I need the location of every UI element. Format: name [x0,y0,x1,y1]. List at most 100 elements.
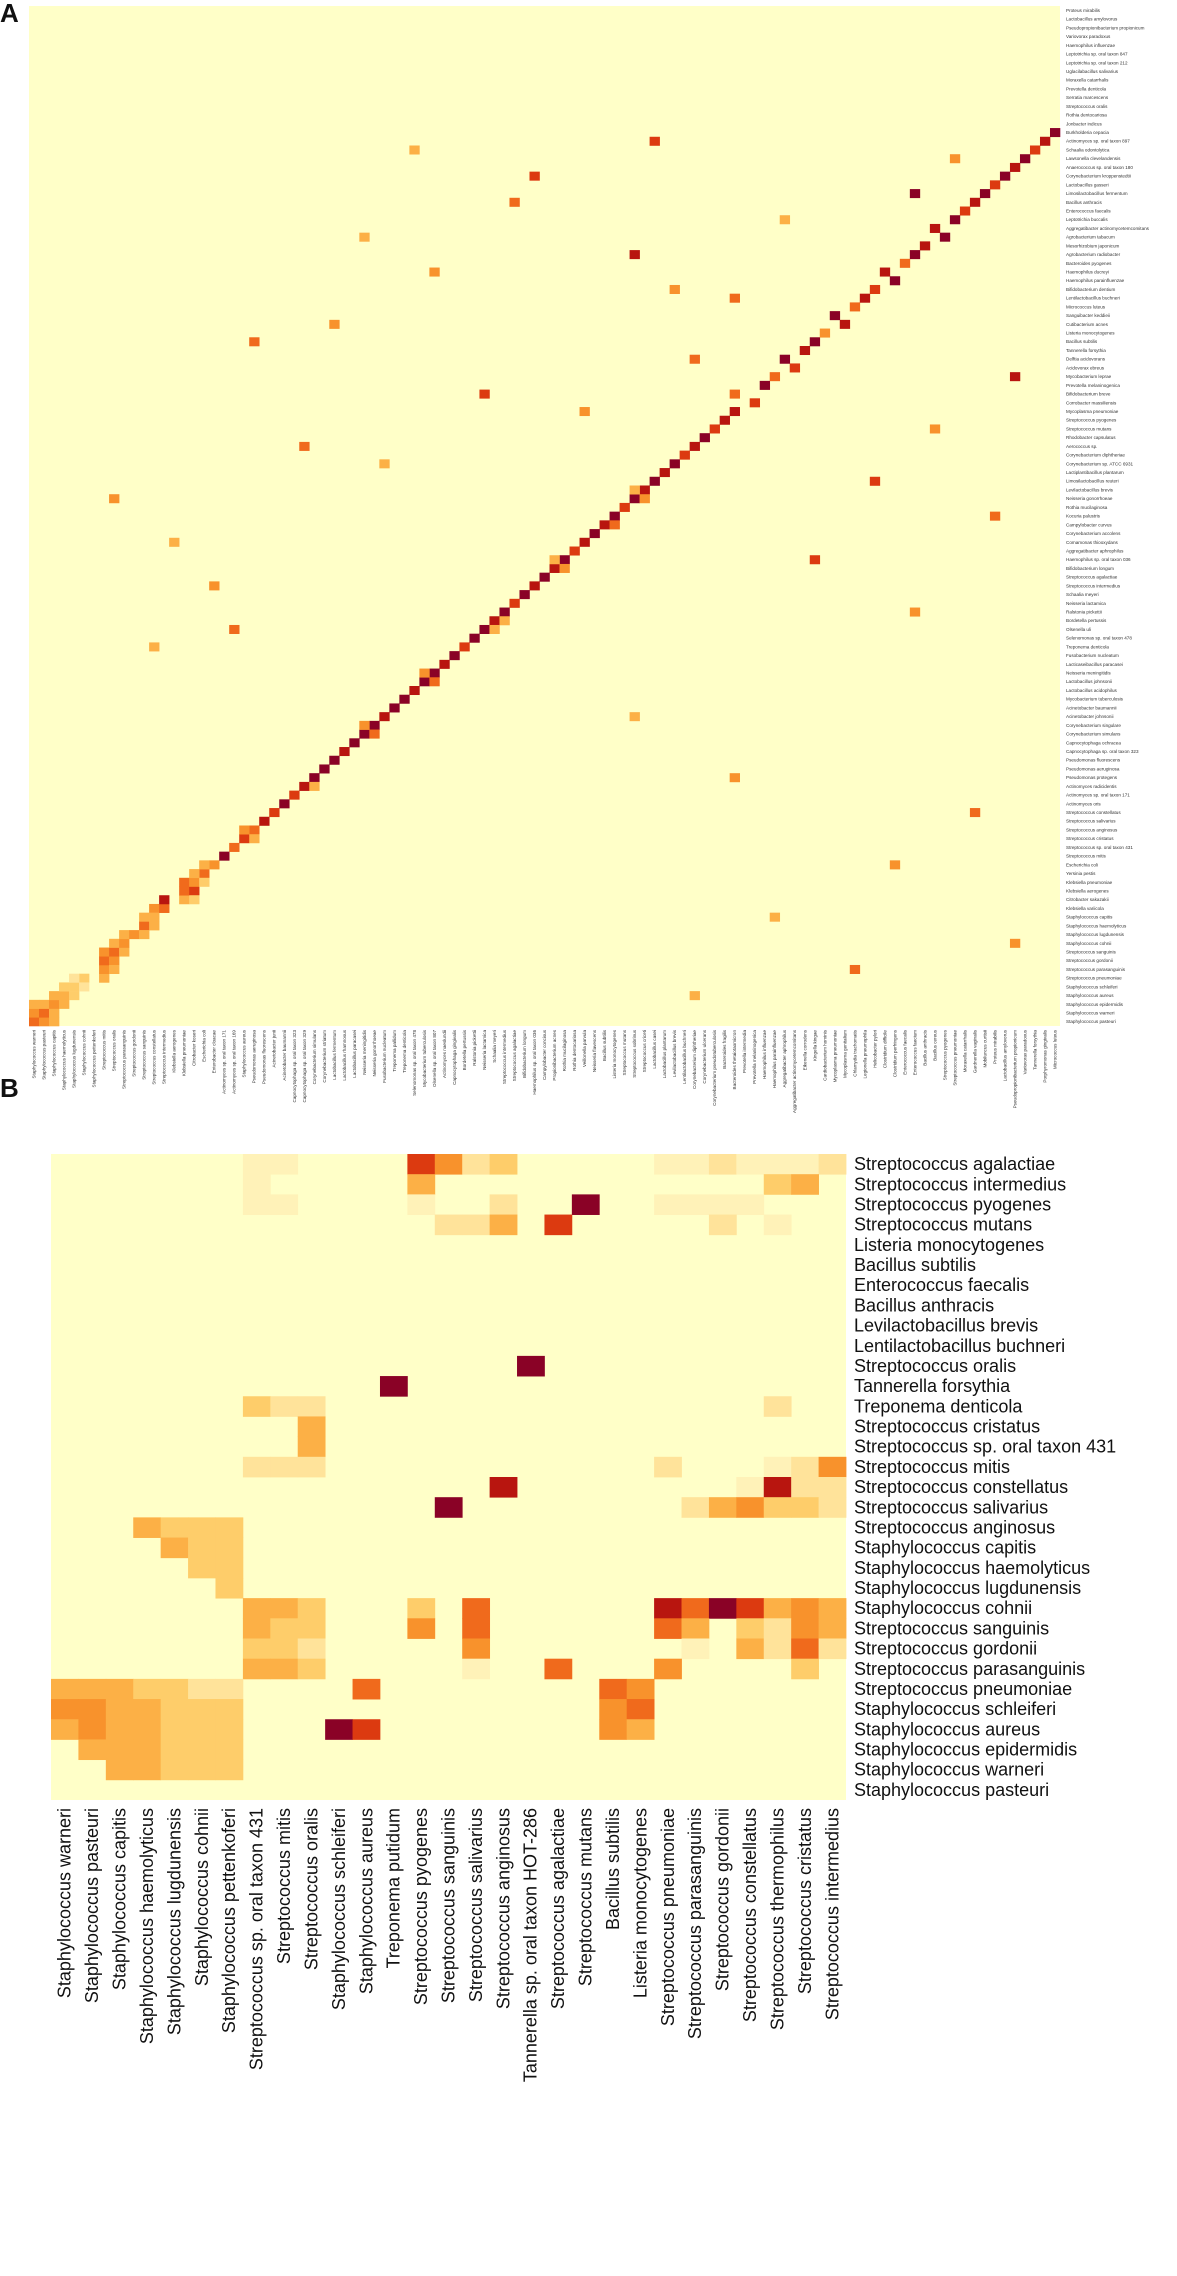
heatmap-a-x-tick: Gardnerella vaginalis [972,1029,977,1073]
heatmap-a-cell [829,311,841,321]
heatmap-a-cell [279,799,290,809]
heatmap-a-y-tick: Klebsiella pneumoniae [1066,880,1113,885]
heatmap-a-x-tick: Porphyromonas gingivalis [1042,1029,1047,1082]
heatmap-a-y-tick: Actinomyces radicidentis [1066,784,1117,789]
heatmap-a-cell [449,651,460,661]
heatmap-a-y-tick: Enterococcus faecalis [1066,208,1111,213]
heatmap-a-y-tick: Streptococcus salivarius [1066,819,1116,824]
heatmap-b-y-tick: Staphylococcus warneri [854,1760,1044,1780]
heatmap-a-y-tick: Staphylococcus schleiferi [1066,984,1118,989]
heatmap-b-cell [791,1598,819,1619]
heatmap-a-cell [489,616,500,626]
heatmap-a-y-tick: Micrococcus luteus [1066,304,1106,309]
heatmap-a-cell [99,973,110,983]
heatmap-a-cell [119,938,130,948]
heatmap-a-x-tick: Actinomyces sp. oral taxon 169 [232,1030,237,1094]
heatmap-b-cell [763,1618,792,1639]
heatmap-b-cell [188,1759,216,1781]
heatmap-b-x-tick: Staphylococcus lugdunensis [164,1808,184,2035]
heatmap-a-x-tick: Ralstonia pickettii [472,1030,477,1066]
heatmap-a-cell [479,624,490,634]
heatmap-a-cell [849,302,861,312]
heatmap-a-x-tick: Neisseria gonorrhoeae [372,1030,377,1077]
heatmap-a-y-tick: Bifidobacterium longum [1066,566,1114,571]
heatmap-a-x-tick: Prevotella melaninogenica [752,1030,757,1084]
heatmap-a-y-tick: Escherichia coli [1066,862,1098,867]
heatmap-a-cell [909,189,921,199]
heatmap-b-cell [215,1739,244,1761]
heatmap-a-x-tick: Bifidobacterium longum [522,1030,527,1078]
heatmap-a-x-tick: Pseudomonas fluorescens [262,1029,267,1084]
heatmap-a-cell [989,511,1001,521]
heatmap-a-cell [329,755,340,765]
heatmap-a-cell [299,441,310,451]
heatmap-a-y-tick: Mycobacterium tuberculosis [1066,697,1124,702]
heatmap-a-cell [779,354,791,364]
heatmap-a-cell [949,215,961,225]
heatmap-b-y-tick: Streptococcus constellatus [854,1477,1068,1497]
heatmap-a-x-tick: Staphylococcus pettenkoferi [92,1030,97,1087]
heatmap-b-y-tick: Staphylococcus schleiferi [854,1699,1056,1719]
heatmap-b-cell [407,1154,436,1175]
heatmap-b-cell [78,1678,107,1700]
heatmap-a-x-tick: Aggregatibacter actinomycetemcomitans [792,1029,797,1113]
heatmap-a-y-tick: Staphylococcus haemolyticus [1066,923,1127,928]
heatmap-b-cell [270,1658,299,1680]
heatmap-a-cell [139,921,150,931]
heatmap-a-cell [629,494,640,504]
heatmap-b-cell [242,1658,271,1680]
heatmap-a-y-tick: Ralstonia pickettii [1066,610,1102,615]
heatmap-b-cell [325,1719,353,1740]
heatmap-a-x-tick: Chlamydia trachomatis [852,1029,857,1076]
heatmap-a-y-tick: Sanguibacter keddieii [1066,313,1110,318]
heatmap-b-cell [188,1678,216,1700]
heatmap-a-x-tick: Streptococcus sanguinis [142,1029,147,1079]
heatmap-b-cell [270,1456,299,1478]
heatmap-a-cell [919,241,931,251]
heatmap-panel-a: Staphylococcus warneri Staphylococcus pas… [29,6,1150,1113]
heatmap-a-cell [599,520,610,530]
heatmap-a-x-tick: Staphylococcus capitis [52,1029,57,1076]
heatmap-a-x-tick: Staphylococcus cohnii [82,1030,87,1075]
heatmap-a-x-tick: Listeria monocytogenes [612,1029,617,1078]
heatmap-b-cell [215,1517,244,1538]
heatmap-b-cell [544,1658,573,1680]
heatmap-b-x-tick: Treponema putidum [384,1808,404,1968]
heatmap-a-x-tick: Olsenella sp. oral taxon 807 [432,1030,437,1087]
heatmap-b-cell [242,1638,271,1660]
heatmap-b-cell [270,1618,299,1639]
heatmap-a-x-tick: Capnocytophaga sp. oral taxon 329 [302,1030,307,1103]
heatmap-a-x-tick: Schaalia meyeri [492,1030,497,1063]
heatmap-a-cell [789,363,801,373]
heatmap-a-cell [39,999,50,1009]
heatmap-a-y-tick: Agrobacterium radiobacter [1066,252,1121,257]
heatmap-b-cell [133,1719,162,1740]
heatmap-a-cell [199,877,210,887]
heatmap-b-cell [462,1618,491,1639]
heatmap-a-x-tick: Pseudopropionibacterium propionicum [1012,1030,1017,1109]
heatmap-a-cell [689,441,700,451]
heatmap-a-cell [99,964,110,974]
heatmap-b-cells [51,1154,847,1781]
heatmap-b-y-tick: Bacillus subtilis [854,1255,976,1275]
heatmap-a-cell [509,197,520,207]
heatmap-a-cell [1019,154,1031,164]
heatmap-a-cell [619,502,630,512]
heatmap-b-cell [215,1759,244,1781]
heatmap-a-y-tick: Bordetella pertussis [1066,618,1107,623]
heatmap-b-cell [818,1154,847,1175]
heatmap-a-y-tick: Listeria monocytogenes [1066,331,1115,336]
heatmap-b-cell [133,1517,162,1538]
heatmap-b-cell [681,1598,710,1619]
heatmap-a-cell [149,903,160,913]
heatmap-a-y-tick: Corynebacterium diphtheriae [1066,453,1125,458]
heatmap-a-x-tick: Prevotella intermedia [742,1030,747,1074]
heatmap-a-cell [559,563,570,573]
heatmap-a-cell [939,232,951,242]
heatmap-a-y-tick: Streptococcus gordonii [1066,958,1113,963]
heatmap-a-cell [319,764,330,774]
heatmap-b-cell [51,1719,79,1740]
heatmap-a-y-tick: Lactobacillus gasseri [1066,182,1109,187]
heatmap-a-y-tick: Lacticaseibacillus paracasei [1066,662,1123,667]
heatmap-a-x-tick: Mobiluncus curtisii [982,1030,987,1068]
